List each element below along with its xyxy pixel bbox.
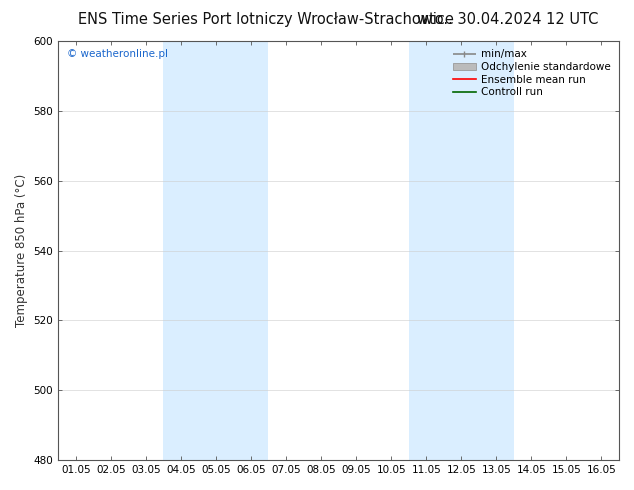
Text: ENS Time Series Port lotniczy Wrocław-Strachowice: ENS Time Series Port lotniczy Wrocław-St… — [79, 12, 454, 27]
Bar — [164, 41, 268, 460]
Legend: min/max, Odchylenie standardowe, Ensemble mean run, Controll run: min/max, Odchylenie standardowe, Ensembl… — [450, 46, 614, 100]
Text: wto.. 30.04.2024 12 UTC: wto.. 30.04.2024 12 UTC — [417, 12, 598, 27]
Y-axis label: Temperature 850 hPa (°C): Temperature 850 hPa (°C) — [15, 174, 28, 327]
Text: © weatheronline.pl: © weatheronline.pl — [67, 49, 167, 59]
Bar — [409, 41, 514, 460]
